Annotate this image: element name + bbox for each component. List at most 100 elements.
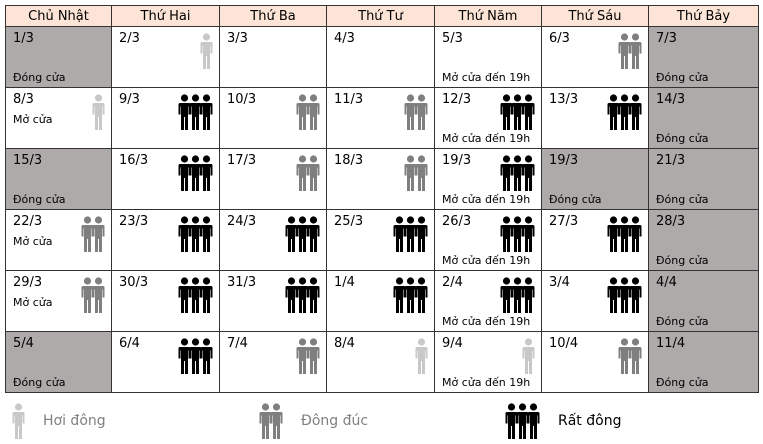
day-cell[interactable]: 31/3	[219, 270, 327, 332]
day-date: 29/3	[13, 275, 43, 290]
very-busy-crowd-icon	[285, 277, 320, 313]
weekday-header-row: Chủ Nhật Thứ Hai Thứ Ba Thứ Tư Thứ Năm Thứ Sá…	[5, 5, 759, 27]
day-cell[interactable]: 10/3	[219, 87, 327, 149]
person-icon	[189, 338, 202, 374]
very-busy-crowd-icon	[500, 216, 535, 252]
day-cell[interactable]: 5/3 Mở cửa đến 19h	[434, 26, 542, 88]
day-date: 13/3	[549, 92, 579, 107]
day-cell[interactable]: 10/4	[541, 331, 649, 393]
person-icon	[415, 277, 428, 313]
closed-day-cell[interactable]: 4/4 Đóng cửa	[648, 270, 759, 332]
day-cell[interactable]: 9/3	[111, 87, 220, 149]
person-icon	[629, 216, 642, 252]
day-cell[interactable]: 3/4	[541, 270, 649, 332]
person-icon	[296, 338, 309, 374]
person-icon	[629, 338, 642, 374]
day-cell[interactable]: 23/3	[111, 209, 220, 271]
opening-note: Mở cửa	[13, 235, 53, 248]
day-date: 9/3	[119, 92, 140, 107]
day-cell[interactable]: 24/3	[219, 209, 327, 271]
very-busy-crowd-icon	[500, 155, 535, 191]
day-cell[interactable]: 2/3	[111, 26, 220, 88]
closed-note: Đóng cửa	[656, 315, 709, 328]
day-cell[interactable]: 8/4	[326, 331, 435, 393]
day-cell[interactable]: 22/3 Mở cửa	[5, 209, 112, 271]
closed-note: Đóng cửa	[13, 376, 66, 389]
day-cell[interactable]: 27/3	[541, 209, 649, 271]
person-icon	[200, 94, 213, 130]
legend-item: Hơi đông	[12, 403, 106, 439]
day-cell[interactable]: 25/3	[326, 209, 435, 271]
day-cell[interactable]: 30/3	[111, 270, 220, 332]
very-busy-crowd-icon	[505, 403, 540, 439]
opening-hours-note: Mở cửa đến 19h	[442, 71, 531, 84]
person-icon	[404, 216, 417, 252]
person-icon	[505, 403, 518, 439]
opening-hours-note: Mở cửa đến 19h	[442, 193, 531, 206]
day-cell[interactable]: 13/3	[541, 87, 649, 149]
day-date: 25/3	[334, 214, 364, 229]
day-cell[interactable]: 11/3	[326, 87, 435, 149]
person-icon	[200, 33, 213, 69]
day-cell[interactable]: 26/3 Mở cửa đến 19h	[434, 209, 542, 271]
day-date: 3/3	[227, 31, 248, 46]
legend-label: Đông đúc	[301, 413, 369, 429]
person-icon	[178, 277, 191, 313]
day-cell[interactable]: 6/4	[111, 331, 220, 393]
person-icon	[415, 94, 428, 130]
person-icon	[500, 277, 513, 313]
closed-day-cell[interactable]: 1/3 Đóng cửa	[5, 26, 112, 88]
crowd-calendar: Chủ Nhật Thứ Hai Thứ Ba Thứ Tư Thứ Năm Thứ Sá…	[5, 5, 759, 393]
day-cell[interactable]: 16/3	[111, 148, 220, 210]
day-cell[interactable]: 4/3	[326, 26, 435, 88]
closed-note: Đóng cửa	[656, 71, 709, 84]
closed-day-cell[interactable]: 7/3 Đóng cửa	[648, 26, 759, 88]
closed-day-cell[interactable]: 15/3 Đóng cửa	[5, 148, 112, 210]
very-busy-crowd-icon	[178, 155, 213, 191]
person-icon	[404, 277, 417, 313]
day-cell[interactable]: 6/3	[541, 26, 649, 88]
person-icon	[178, 338, 191, 374]
day-cell[interactable]: 19/3 Mở cửa đến 19h	[434, 148, 542, 210]
person-icon	[200, 338, 213, 374]
day-cell[interactable]: 29/3 Mở cửa	[5, 270, 112, 332]
closed-day-cell[interactable]: 28/3 Đóng cửa	[648, 209, 759, 271]
closed-day-cell[interactable]: 14/3 Đóng cửa	[648, 87, 759, 149]
person-icon	[415, 216, 428, 252]
day-date: 1/3	[13, 31, 34, 46]
legend: Hơi đông Đông đúc Rất đông	[0, 400, 763, 444]
day-date: 12/3	[442, 92, 472, 107]
day-date: 7/3	[656, 31, 677, 46]
day-cell[interactable]: 8/3 Mở cửa	[5, 87, 112, 149]
closed-day-cell[interactable]: 19/3 Đóng cửa	[541, 148, 649, 210]
closed-day-cell[interactable]: 5/4 Đóng cửa	[5, 331, 112, 393]
day-cell[interactable]: 18/3	[326, 148, 435, 210]
day-date: 5/3	[442, 31, 463, 46]
day-date: 3/4	[549, 275, 570, 290]
legend-label: Hơi đông	[43, 413, 106, 429]
day-cell[interactable]: 17/3	[219, 148, 327, 210]
closed-day-cell[interactable]: 21/3 Đóng cửa	[648, 148, 759, 210]
day-cell[interactable]: 9/4 Mở cửa đến 19h	[434, 331, 542, 393]
very-busy-crowd-icon	[607, 216, 642, 252]
person-icon	[200, 155, 213, 191]
day-date: 14/3	[656, 92, 686, 107]
day-cell[interactable]: 3/3	[219, 26, 327, 88]
person-icon	[178, 94, 191, 130]
person-icon	[500, 94, 513, 130]
day-date: 26/3	[442, 214, 472, 229]
very-busy-crowd-icon	[178, 94, 213, 130]
opening-note: Mở cửa	[13, 296, 53, 309]
person-icon	[189, 277, 202, 313]
closed-day-cell[interactable]: 11/4 Đóng cửa	[648, 331, 759, 393]
day-cell[interactable]: 12/3 Mở cửa đến 19h	[434, 87, 542, 149]
day-cell[interactable]: 1/4	[326, 270, 435, 332]
very-busy-crowd-icon	[500, 277, 535, 313]
week-row: 15/3 Đóng cửa 16/3 17/3 18/3 19/3 Mở cửa đến 1…	[5, 148, 759, 210]
closed-note: Đóng cửa	[656, 376, 709, 389]
closed-note: Đóng cửa	[13, 71, 66, 84]
day-date: 1/4	[334, 275, 355, 290]
day-cell[interactable]: 2/4 Mở cửa đến 19h	[434, 270, 542, 332]
day-cell[interactable]: 7/4	[219, 331, 327, 393]
person-icon	[522, 94, 535, 130]
